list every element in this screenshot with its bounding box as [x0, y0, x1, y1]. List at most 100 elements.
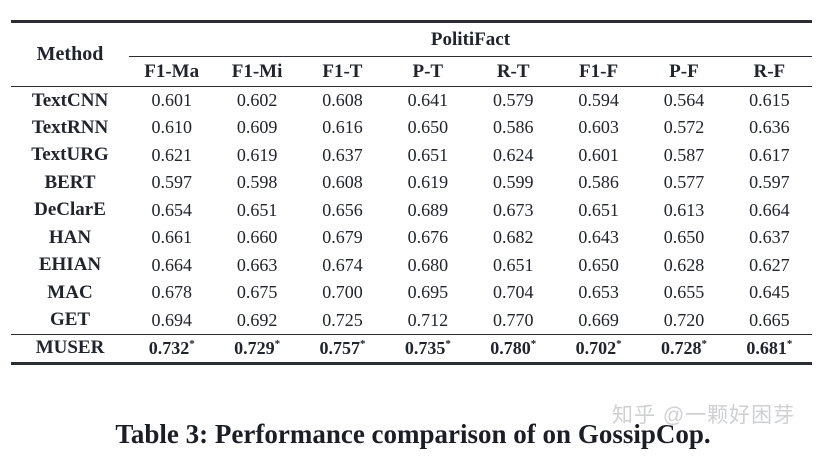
metric-value: 0.650: [407, 117, 449, 138]
table-row: DeClarE 0.654 0.651 0.656 0.689 0.673 0.651 0.6…: [11, 197, 812, 225]
metric-value: 0.579: [492, 90, 534, 110]
method-name: TextRNN: [31, 116, 109, 138]
column-header-p-f: P-F: [641, 56, 727, 87]
metric-value: 0.637: [322, 144, 363, 165]
metric-value-text: 0.735: [404, 337, 446, 358]
metric-value: 0.599: [492, 172, 534, 193]
metric-value: 0.675: [236, 282, 278, 303]
column-header-f1-f: F1-F: [555, 56, 642, 87]
metric-value: 0.624: [492, 144, 534, 165]
metric-value: 0.695: [407, 282, 449, 303]
table-row: MAC 0.678 0.675 0.700 0.695 0.704 0.653 0.655 0.…: [11, 279, 812, 307]
significance-marker: *: [359, 337, 366, 350]
metric-value: 0.603: [578, 117, 619, 138]
metric-value: 0.601: [578, 144, 619, 165]
table-row: EHIAN 0.664 0.663 0.674 0.680 0.651 0.650 0.628…: [11, 252, 812, 280]
metric-value: 0.651: [236, 199, 278, 220]
metric-value: 0.712: [407, 309, 449, 330]
metric-value: 0.664: [749, 199, 790, 220]
metric-value: 0.654: [151, 199, 192, 220]
metric-value: 0.664: [151, 254, 192, 275]
column-header-r-f: R-F: [726, 56, 812, 87]
metric-value: 0.676: [407, 227, 449, 248]
metric-value: 0.617: [749, 144, 790, 165]
metric-value-text: 0.732: [148, 337, 190, 358]
method-name: TextURG: [31, 144, 109, 166]
table-row: TextURG 0.621 0.619 0.637 0.651 0.624 0.601 0.5…: [11, 142, 812, 170]
metric-value: 0.650: [663, 227, 705, 248]
significance-marker: *: [530, 337, 537, 350]
metric-value: 0.621: [151, 144, 192, 165]
metric-value: 0.610: [151, 117, 192, 138]
method-name: EHIAN: [38, 254, 102, 276]
table-caption: Table 3: Performance comparison of on Go…: [115, 419, 711, 449]
metric-value: 0.594: [578, 90, 619, 110]
metric-value: 0.661: [151, 227, 192, 248]
significance-marker: *: [274, 337, 281, 350]
metric-value: 0.586: [578, 172, 619, 193]
metric-value: 0.678: [151, 282, 192, 303]
group-header-row: Method PolitiFact: [11, 21, 812, 87]
table-row-muser: MUSER 0.732* 0.729* 0.757* 0.735* 0.780* 0.702…: [11, 333, 812, 365]
metric-value-starred: 0.728*: [641, 333, 727, 365]
metric-value: 0.663: [236, 254, 278, 275]
significance-marker: *: [701, 337, 707, 350]
metric-value: 0.616: [322, 117, 363, 138]
column-header-f1-ma: F1-Ma: [129, 56, 215, 87]
metric-value: 0.627: [749, 254, 790, 275]
significance-marker: *: [786, 337, 793, 350]
metric-value: 0.587: [663, 144, 705, 165]
watermark: 知乎 @一颗好困芽: [612, 404, 796, 427]
table-row: BERT 0.597 0.598 0.608 0.619 0.599 0.586 0.577 0…: [11, 169, 812, 197]
column-header-f1-mi: F1-Mi: [214, 56, 300, 87]
table-row: TextCNN 0.601 0.602 0.608 0.641 0.579 0.594 0.5…: [11, 87, 812, 115]
metric-value: 0.669: [578, 309, 619, 330]
metric-value: 0.651: [407, 144, 449, 165]
table-row: HAN 0.661 0.660 0.679 0.676 0.682 0.643 0.650 0.…: [11, 224, 812, 252]
method-name: DeClarE: [34, 199, 106, 221]
metric-value-text: 0.729: [234, 337, 275, 358]
metric-value: 0.586: [492, 117, 534, 138]
metric-value: 0.689: [407, 199, 449, 220]
metric-value-starred: 0.732*: [129, 333, 215, 365]
metric-value: 0.704: [492, 282, 534, 303]
dataset-group-header: PolitiFact: [129, 21, 812, 57]
metric-value: 0.692: [236, 309, 278, 330]
method-name: BERT: [44, 171, 96, 193]
metric-value: 0.628: [663, 254, 705, 275]
metric-value: 0.602: [236, 90, 278, 110]
metric-value-text: 0.702: [575, 337, 617, 358]
metric-value: 0.636: [749, 117, 790, 138]
metric-value-starred: 0.702*: [555, 333, 642, 365]
metric-value: 0.650: [578, 254, 619, 275]
metric-value: 0.601: [151, 90, 192, 110]
metric-value: 0.725: [322, 309, 363, 330]
metric-value-text: 0.780: [490, 337, 531, 358]
metric-value-starred: 0.681*: [726, 333, 812, 365]
metric-value-starred: 0.757*: [299, 333, 386, 365]
table-row: TextRNN 0.610 0.609 0.616 0.650 0.586 0.603 0.5…: [11, 114, 812, 142]
metric-value: 0.665: [749, 309, 790, 330]
metric-value: 0.613: [663, 199, 705, 220]
table-row: GET 0.694 0.692 0.725 0.712 0.770 0.669 0.720 0.…: [11, 307, 812, 335]
column-header-p-t: P-T: [385, 56, 471, 87]
metric-value-text: 0.728: [660, 337, 702, 358]
metric-value: 0.597: [749, 172, 790, 193]
method-name-muser: MUSER: [11, 333, 129, 365]
metric-value-starred: 0.735*: [385, 333, 471, 365]
metric-value: 0.694: [151, 309, 192, 330]
significance-marker: *: [616, 337, 622, 350]
metric-value-text: 0.757: [319, 337, 360, 358]
metric-value: 0.637: [749, 227, 790, 248]
metric-value: 0.682: [492, 227, 534, 248]
method-name: GET: [49, 309, 91, 330]
metric-value: 0.673: [492, 199, 534, 220]
significance-marker: *: [189, 337, 195, 350]
metric-value: 0.651: [492, 254, 534, 275]
metric-value: 0.643: [578, 227, 619, 248]
metric-value: 0.679: [322, 227, 363, 248]
metric-value: 0.608: [322, 172, 363, 193]
metric-value-text: 0.681: [746, 337, 787, 358]
metric-value: 0.720: [663, 309, 705, 330]
